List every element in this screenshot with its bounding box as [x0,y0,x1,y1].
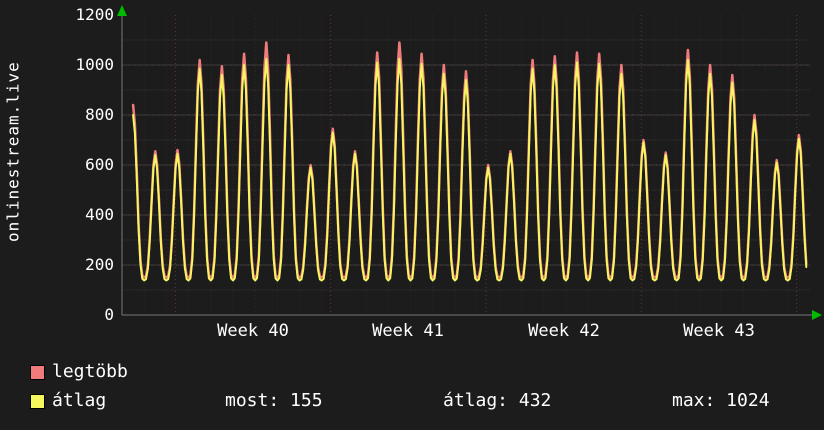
stat-atlag: átlag: 432 [443,390,552,411]
y-tick-label: 400 [85,205,114,224]
y-tick-label: 1000 [75,55,114,74]
legend-swatch-atlag [30,394,45,409]
x-tick-label-week40: Week 40 [217,321,289,341]
y-tick-label: 200 [85,255,114,274]
legend-label-atlag: átlag [52,390,107,411]
y-axis-title: onlinestream.live [3,61,23,243]
y-tick-label: 1200 [75,5,114,24]
x-tick-label-week42: Week 42 [528,321,600,341]
legend-swatch-legtobb [30,365,45,380]
x-tick-label-week41: Week 41 [372,321,444,341]
legend-label-legtobb: legtöbb [52,361,128,382]
y-tick-label: 600 [85,155,114,174]
y-tick-label: 800 [85,105,114,124]
stat-max: max: 1024 [672,390,770,411]
x-tick-label-week43: Week 43 [683,321,755,341]
y-tick-label: 0 [104,305,114,324]
stat-most: most: 155 [225,390,323,411]
